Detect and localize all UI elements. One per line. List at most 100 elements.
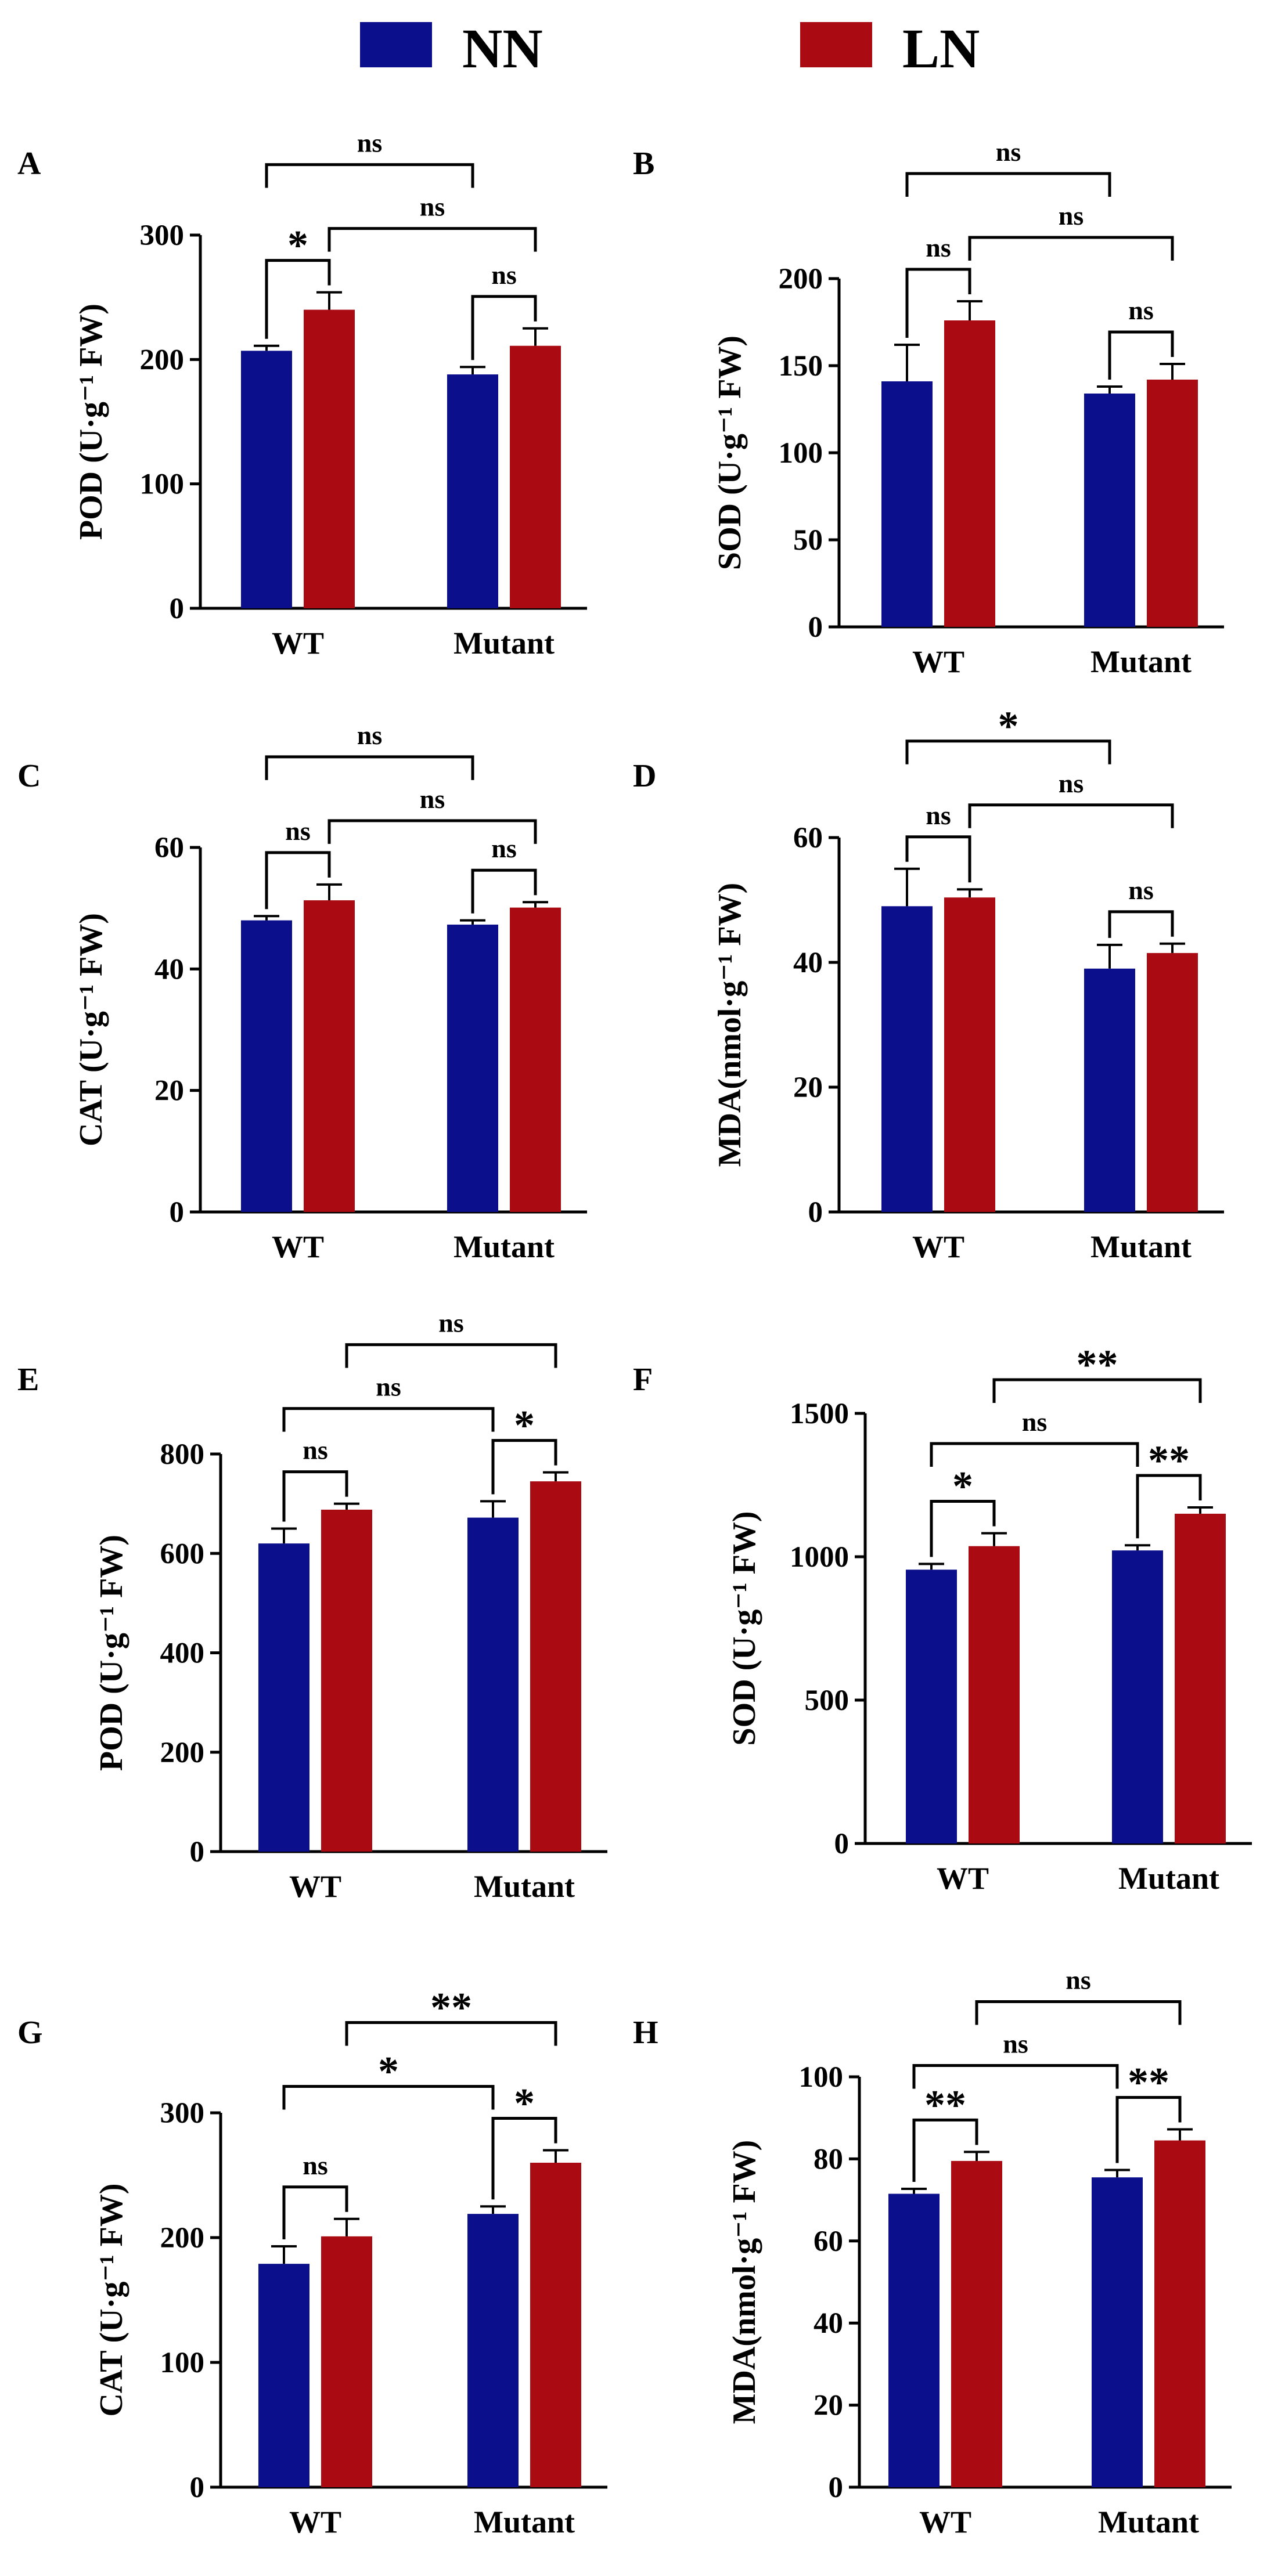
- significance-label: ns: [376, 1372, 401, 1402]
- panel-letter: D: [633, 758, 656, 794]
- y-axis-title: CAT (U·g⁻¹ FW): [73, 913, 109, 1146]
- bar-ln-wt: [321, 2236, 372, 2487]
- significance-label: ns: [1003, 2029, 1028, 2058]
- panel-b: B SOD (U·g⁻¹ FW) 0 50 100 150 200 WT Mutant ns ns n…: [633, 137, 1224, 679]
- significance-label: ns: [1128, 295, 1153, 325]
- bar-ln-wt: [944, 320, 995, 627]
- significance-bracket: [265, 851, 331, 910]
- significance-label: *: [378, 2048, 399, 2095]
- significance-bracket: [905, 739, 1111, 764]
- x-tick-label: Mutant: [453, 1229, 555, 1264]
- significance-bracket: [265, 259, 331, 339]
- y-tick-label: 0: [190, 2472, 205, 2504]
- bar-nn-mutant: [467, 2214, 519, 2487]
- x-tick-label: WT: [272, 626, 324, 661]
- significance-label: ns: [303, 1435, 327, 1465]
- y-tick-label: 40: [154, 953, 184, 986]
- y-tick-label: 400: [160, 1637, 205, 1670]
- significance-label: ns: [491, 834, 516, 863]
- x-tick-label: WT: [289, 2505, 341, 2539]
- x-tick-label: Mutant: [1090, 1229, 1192, 1264]
- significance-label: *: [287, 222, 308, 269]
- significance-label: **: [1077, 1341, 1118, 1388]
- significance-bracket: [491, 2117, 557, 2200]
- x-tick-label: Mutant: [474, 2505, 575, 2539]
- x-tick-label: WT: [289, 1869, 341, 1904]
- significance-bracket: [905, 835, 971, 883]
- panel-letter: C: [17, 758, 41, 794]
- significance-bracket: [265, 755, 474, 780]
- y-tick-label: 80: [814, 2143, 843, 2175]
- bar-ln-mutant: [530, 2163, 581, 2487]
- significance-label: ns: [1022, 1407, 1047, 1437]
- significance-label: ns: [1066, 1965, 1090, 1994]
- bar-nn-mutant: [1084, 968, 1135, 1212]
- significance-bracket: [265, 163, 474, 188]
- bar-nn-wt: [241, 920, 292, 1212]
- significance-bracket: [992, 1378, 1202, 1404]
- significance-label: *: [514, 1402, 535, 1449]
- x-tick-label: WT: [272, 1229, 324, 1264]
- x-tick-label: WT: [912, 1229, 964, 1264]
- significance-label: ns: [357, 128, 382, 158]
- bar-ln-wt: [951, 2160, 1002, 2487]
- x-tick-label: WT: [919, 2505, 971, 2539]
- significance-bracket: [327, 227, 537, 252]
- x-tick-label: Mutant: [474, 1869, 575, 1904]
- bar-ln-wt: [321, 1509, 372, 1852]
- bar-ln-mutant: [1147, 380, 1198, 627]
- significance-bracket: [282, 1407, 495, 1432]
- y-tick-label: 20: [814, 2390, 843, 2422]
- significance-label: ns: [926, 233, 951, 262]
- panel-letter: A: [17, 146, 41, 182]
- bar-nn-wt: [906, 1570, 957, 1843]
- bar-ln-mutant: [510, 345, 561, 608]
- y-tick-label: 0: [170, 1196, 185, 1229]
- y-tick-label: 60: [793, 822, 823, 854]
- significance-bracket: [905, 268, 971, 338]
- y-tick-label: 200: [779, 263, 823, 295]
- y-tick-label: 100: [799, 2061, 844, 2094]
- significance-bracket: [282, 2185, 348, 2240]
- significance-label: ns: [438, 1308, 463, 1338]
- y-tick-label: 40: [793, 947, 823, 979]
- y-tick-label: 0: [170, 593, 185, 625]
- y-tick-label: 100: [160, 2347, 205, 2379]
- significance-bracket: [930, 1442, 1139, 1467]
- panel-h: H MDA(nmol·g⁻¹ FW) 0 20 40 60 80 100 WT Mutant ** *…: [633, 1965, 1232, 2539]
- significance-bracket: [327, 819, 537, 844]
- significance-bracket: [491, 1439, 557, 1495]
- y-axis-title: MDA(nmol·g⁻¹ FW): [726, 2140, 762, 2425]
- significance-label: **: [430, 1985, 472, 2031]
- panel-letter: G: [17, 2015, 43, 2051]
- significance-bracket: [471, 868, 537, 914]
- panel-letter: E: [17, 1362, 39, 1398]
- y-tick-label: 500: [805, 1684, 850, 1717]
- bar-ln-mutant: [1154, 2140, 1205, 2487]
- significance-label: ns: [420, 192, 445, 222]
- y-tick-label: 100: [779, 437, 823, 470]
- significance-label: ns: [491, 260, 516, 290]
- y-axis-title: POD (U·g⁻¹ FW): [93, 1535, 129, 1771]
- significance-bracket: [912, 2118, 978, 2182]
- x-tick-label: Mutant: [453, 626, 555, 661]
- significance-label: ns: [1128, 875, 1153, 905]
- bar-nn-wt: [258, 1543, 309, 1852]
- significance-bracket: [1108, 330, 1174, 380]
- bar-nn-wt: [881, 381, 933, 627]
- y-tick-label: 200: [140, 344, 185, 376]
- bar-ln-wt: [304, 309, 355, 608]
- x-tick-label: WT: [912, 644, 964, 679]
- panel-c: C CAT (U·g⁻¹ FW) 0 20 40 60 WT Mutant ns ns ns ns: [17, 720, 587, 1264]
- y-tick-label: 0: [190, 1836, 205, 1868]
- significance-label: ns: [1059, 769, 1084, 798]
- significance-label: **: [1128, 2059, 1169, 2105]
- significance-label: ns: [926, 800, 951, 830]
- panel-letter: H: [633, 2015, 658, 2051]
- significance-label: ns: [996, 137, 1021, 167]
- significance-label: *: [952, 1463, 973, 1509]
- y-tick-label: 0: [808, 1196, 823, 1229]
- bar-nn-mutant: [1092, 2177, 1143, 2487]
- y-tick-label: 200: [160, 2222, 205, 2254]
